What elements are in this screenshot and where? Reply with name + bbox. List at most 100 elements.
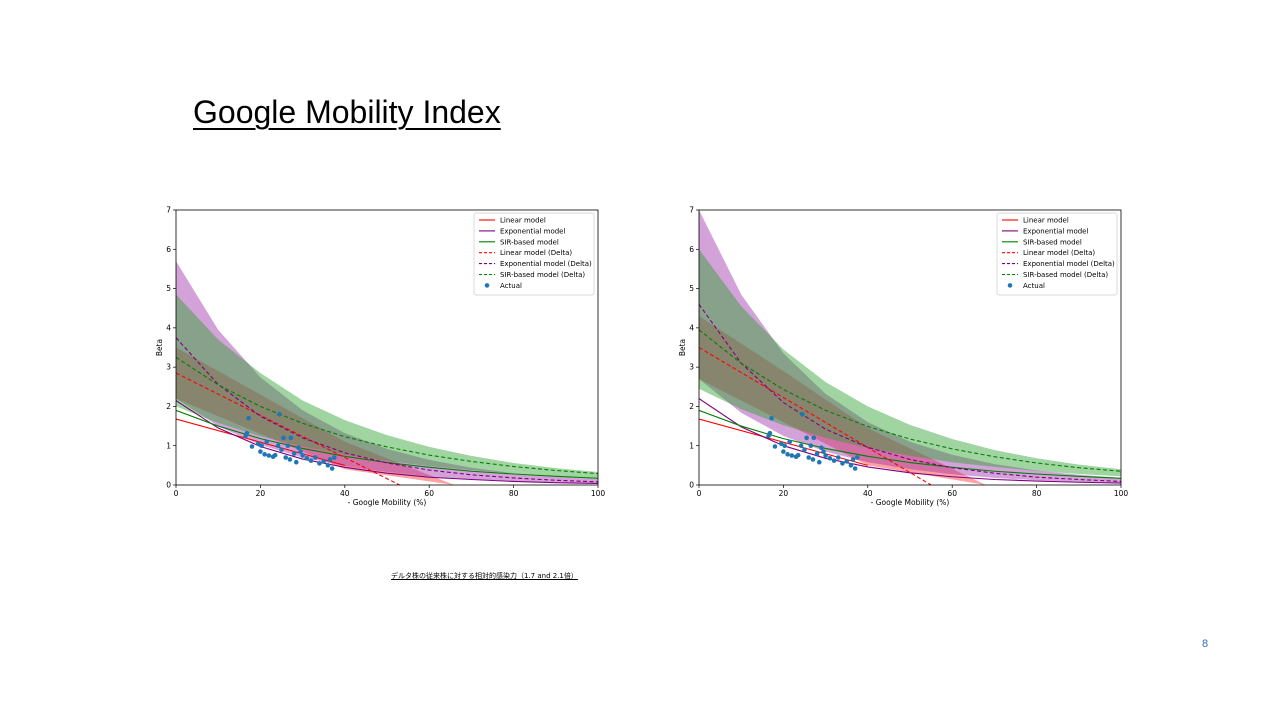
plot-frame — [175, 209, 599, 486]
actual-point-3 — [772, 444, 778, 449]
x-axis-label: - Google Mobility (%) — [348, 498, 427, 507]
legend-box — [996, 212, 1118, 296]
series-exponential-model — [176, 400, 598, 484]
y-tick-label-5: 5 — [166, 284, 171, 293]
actual-point-21 — [816, 459, 822, 465]
actual-point-21 — [293, 459, 299, 465]
slide-title: Google Mobility Index — [193, 94, 501, 130]
actual-point-27 — [835, 455, 841, 460]
y-tick-label-2: 2 — [166, 402, 171, 411]
actual-point-29 — [321, 459, 326, 464]
plot-frame — [698, 209, 1122, 486]
y-tick-label-6: 6 — [689, 245, 694, 254]
legend-item-sir-based-model-label: SIR-based model — [1023, 238, 1082, 246]
y-tick-label-6: 6 — [166, 245, 171, 254]
series-linear-model-delta — [699, 347, 932, 485]
actual-point-25 — [827, 455, 833, 461]
y-tick-label-0: 0 — [689, 481, 694, 490]
y-tick-label-0: 0 — [166, 481, 171, 490]
actual-point-18 — [287, 457, 293, 462]
y-axis-label: Beta — [678, 339, 687, 356]
actual-point-2 — [769, 415, 774, 421]
x-tick-label-20: 20 — [779, 489, 789, 498]
actual-point-23 — [821, 449, 826, 454]
legend-item-actual-marker — [1007, 283, 1013, 288]
actual-point-6 — [782, 443, 787, 449]
x-tick-label-40: 40 — [340, 489, 350, 498]
actual-point-18 — [810, 457, 816, 462]
series-exponential-model — [699, 398, 1121, 484]
series-exponential-model-delta — [176, 337, 598, 483]
actual-point-13 — [800, 411, 805, 417]
actual-point-14 — [802, 447, 807, 452]
actual-point-11 — [795, 452, 801, 458]
actual-point-27 — [312, 455, 318, 460]
actual-point-20 — [814, 451, 820, 456]
legend: Linear model Exponential model SIR-based m… — [473, 212, 595, 296]
band-linear-model-delta — [176, 347, 455, 485]
actual-point-23 — [298, 449, 303, 454]
legend: Linear model Exponential model SIR-based m… — [996, 212, 1118, 296]
actual-point-5 — [258, 449, 263, 454]
actual-point-30 — [325, 463, 331, 468]
legend-item-sir-based-model-delta-label: SIR-based model (Delta) — [500, 271, 585, 279]
actual-point-29 — [844, 459, 849, 464]
x-tick-label-60: 60 — [947, 489, 957, 498]
legend-item-exponential-model-label: Exponential model — [500, 227, 565, 235]
series-exponential-model-delta — [699, 303, 1121, 483]
x-tick-label-0: 0 — [174, 489, 179, 498]
actual-point-32 — [329, 466, 335, 471]
actual-point-3 — [249, 444, 255, 449]
series-linear-model-delta — [176, 372, 400, 485]
actual-point-15 — [804, 435, 809, 441]
x-tick-label-80: 80 — [509, 489, 519, 498]
actual-point-17 — [808, 443, 814, 449]
x-axis-label: - Google Mobility (%) — [871, 498, 950, 507]
actual-point-7 — [785, 452, 790, 457]
legend-item-actual-label: Actual — [1023, 282, 1045, 290]
legend-item-exponential-model-label: Exponential model — [1023, 227, 1088, 235]
y-axis-label: Beta — [155, 339, 164, 356]
actual-point-22 — [296, 445, 301, 450]
actual-point-14 — [279, 447, 284, 452]
x-tick-label-100: 100 — [1114, 489, 1129, 498]
actual-point-12 — [275, 443, 281, 449]
actual-point-6 — [259, 443, 264, 449]
actual-point-33 — [331, 455, 337, 460]
plot-area — [176, 261, 598, 485]
chart-right: 0 20 40 60 80 100 0 1 2 3 4 5 6 7 - Google Mobility (%… — [678, 206, 1129, 507]
actual-point-32 — [852, 466, 858, 471]
actual-point-26 — [308, 458, 314, 463]
band-sir-based-model-delta — [176, 294, 598, 478]
actual-point-30 — [848, 463, 854, 468]
actual-point-2 — [246, 415, 251, 421]
y-tick-label-7: 7 — [689, 206, 694, 215]
legend-item-exponential-model-delta-label: Exponential model (Delta) — [1023, 260, 1115, 268]
series-sir-based-model-delta — [699, 329, 1121, 472]
legend-item-linear-model-label: Linear model — [500, 217, 546, 225]
actual-point-19 — [288, 435, 294, 441]
actual-point-31 — [327, 457, 333, 462]
actual-point-9 — [789, 453, 795, 458]
actual-point-31 — [850, 457, 856, 462]
actual-point-19 — [811, 435, 817, 441]
x-tick-label-20: 20 — [256, 489, 266, 498]
actual-point-4 — [255, 441, 261, 447]
legend-box — [473, 212, 595, 296]
plot-area — [699, 210, 1121, 485]
series-sir-based-model-delta — [176, 356, 598, 475]
actual-point-28 — [317, 461, 322, 466]
actual-point-8 — [787, 439, 793, 445]
legend-item-sir-based-model-delta-label: SIR-based model (Delta) — [1023, 271, 1108, 279]
x-tick-label-0: 0 — [697, 489, 702, 498]
actual-point-12 — [798, 443, 804, 449]
actual-point-9 — [266, 453, 272, 458]
actual-point-8 — [264, 439, 270, 445]
page-number: 8 — [1202, 638, 1209, 650]
chart-caption: デルタ株の従来株に対する相対的感染力（1.7 and 2.1倍） — [391, 572, 578, 580]
y-tick-label-7: 7 — [166, 206, 171, 215]
actual-point-22 — [819, 445, 824, 450]
actual-point-24 — [823, 453, 828, 458]
actual-point-33 — [854, 455, 860, 460]
actual-point-24 — [300, 453, 305, 458]
